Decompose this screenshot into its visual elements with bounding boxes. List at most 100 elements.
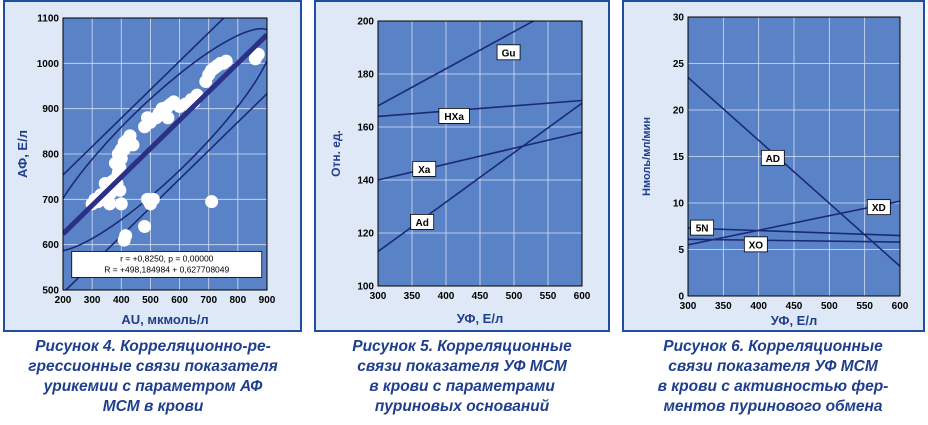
figure-4-caption: Рисунок 4. Корреляционно-ре- грессионные… (3, 337, 303, 423)
x-axis-title: AU, мкмоль/л (121, 312, 208, 327)
x-tick-label: 350 (715, 301, 732, 312)
stats-box (71, 251, 263, 278)
x-tick-label: 400 (750, 301, 767, 312)
plot-border (62, 17, 268, 291)
regression-line (63, 32, 267, 236)
y-axis-title: АФ, Е/л (15, 130, 30, 178)
x-tick-label: 450 (472, 291, 489, 302)
y-axis-title: Отн. ед. (329, 130, 343, 177)
series-tag-box (496, 44, 521, 61)
series-label-hxa: HXa (444, 112, 464, 123)
caption-line: грессионные связи показателя (28, 358, 278, 375)
series-label-xa: Xa (418, 165, 431, 176)
x-tick-label: 200 (55, 295, 72, 306)
x-tick-label: 300 (680, 301, 697, 312)
x-tick-label: 900 (259, 295, 276, 306)
series-line-xo (688, 238, 900, 243)
y-tick-label: 30 (673, 13, 685, 24)
figure-5-caption: Рисунок 5. Корреляционные связи показате… (310, 337, 614, 423)
caption-line: пуриновых оснований (374, 398, 550, 415)
plot-border (377, 20, 583, 287)
x-tick-label: 350 (404, 291, 421, 302)
x-tick-label: 600 (892, 301, 909, 312)
caption-line: Рисунок 4. Корреляционно-ре- (35, 338, 271, 355)
series-label-5n: 5N (696, 224, 709, 235)
x-tick-label: 600 (574, 291, 591, 302)
data-point (113, 183, 127, 197)
y-axis-title: Нмоль/мл/мин (641, 117, 653, 196)
caption-line: в крови с активностью фер- (657, 378, 889, 395)
data-point (113, 161, 127, 175)
confidence-ellipse (63, 27, 267, 253)
data-point (141, 192, 155, 206)
y-tick-label: 5 (678, 245, 684, 256)
y-tick-label: 500 (42, 286, 59, 297)
y-tick-label: 120 (357, 229, 374, 240)
series-label-gu: Gu (502, 48, 516, 59)
data-point (161, 111, 175, 125)
series-tag-box (410, 213, 435, 230)
data-point (138, 220, 152, 234)
x-tick-label: 500 (506, 291, 523, 302)
x-tick-label: 550 (856, 301, 873, 312)
caption-line: Рисунок 6. Корреляционные (663, 338, 883, 355)
y-tick-label: 20 (673, 106, 685, 117)
confidence-band-line (63, 18, 225, 176)
data-point (205, 195, 219, 209)
series-tag-box (412, 160, 437, 177)
x-tick-label: 500 (142, 295, 159, 306)
chart-panel-2: Gu HXa Xa Ad 300 350 400 450 500 550 600 100 120 140 1… (314, 0, 610, 332)
caption-line: урикемии с параметром АФ (43, 378, 263, 395)
data-point (219, 54, 233, 68)
series-tag-box (743, 236, 768, 253)
purine-enzymes-line-chart: AD XD 5N XO 300 350 400 450 500 550 600 0 5 10 15 20 25 3… (641, 13, 909, 329)
y-tick-label: 180 (357, 70, 374, 81)
series-label-xo: XO (749, 240, 764, 251)
series-tag-box (760, 149, 785, 166)
y-tick-label: 25 (673, 59, 685, 70)
x-tick-label: 400 (438, 291, 455, 302)
x-axis-title: УФ, Е/л (771, 313, 817, 328)
y-tick-label: 200 (357, 17, 374, 28)
chart-panel-3: AD XD 5N XO 300 350 400 450 500 550 600 0 5 10 15 20 25 3… (622, 0, 925, 332)
x-tick-label: 600 (171, 295, 188, 306)
caption-line: связи показателя УФ МСМ (668, 358, 878, 375)
series-label-ad: AD (766, 154, 780, 165)
y-tick-label: 800 (42, 150, 59, 161)
x-tick-label: 700 (200, 295, 217, 306)
y-tick-label: 1000 (37, 59, 60, 70)
x-tick-label: 800 (230, 295, 247, 306)
caption-line: связи показателя УФ МСМ (357, 358, 567, 375)
series-line-xa (378, 131, 582, 181)
series-label-ad: Ad (416, 218, 429, 229)
series-line-gu (378, 21, 536, 107)
figure-6-caption: Рисунок 6. Корреляционные связи показате… (618, 337, 928, 423)
data-point (251, 47, 265, 61)
purine-bases-line-chart: Gu HXa Xa Ad 300 350 400 450 500 550 600 100 120 140 1… (329, 17, 591, 327)
y-tick-label: 15 (673, 152, 685, 163)
x-tick-label: 400 (113, 295, 130, 306)
y-tick-label: 0 (678, 292, 684, 303)
x-tick-label: 300 (370, 291, 387, 302)
caption-line: в крови с параметрами (369, 378, 555, 395)
series-line-hxa (378, 99, 582, 118)
data-point (114, 197, 128, 211)
caption-line: ментов пуринового обмена (663, 398, 883, 415)
y-tick-label: 900 (42, 104, 59, 115)
caption-line: МСМ в крови (102, 398, 204, 415)
y-tick-label: 160 (357, 123, 374, 134)
x-tick-label: 450 (786, 301, 803, 312)
series-tag-box (866, 199, 891, 216)
caption-line: Рисунок 5. Корреляционные (352, 338, 572, 355)
data-point (119, 229, 133, 243)
plot-content (63, 18, 267, 290)
y-tick-label: 1100 (37, 14, 59, 25)
y-tick-label: 600 (42, 240, 59, 251)
stats-text: r = +0,8250, p = 0,00000 (120, 253, 214, 263)
chart-panel-1: r = +0,8250, p = 0,00000 R = +498,184984 … (3, 0, 302, 332)
x-tick-label: 550 (540, 291, 557, 302)
y-tick-label: 140 (357, 176, 374, 187)
plot-border (687, 16, 901, 297)
series-tag-box (438, 108, 470, 124)
